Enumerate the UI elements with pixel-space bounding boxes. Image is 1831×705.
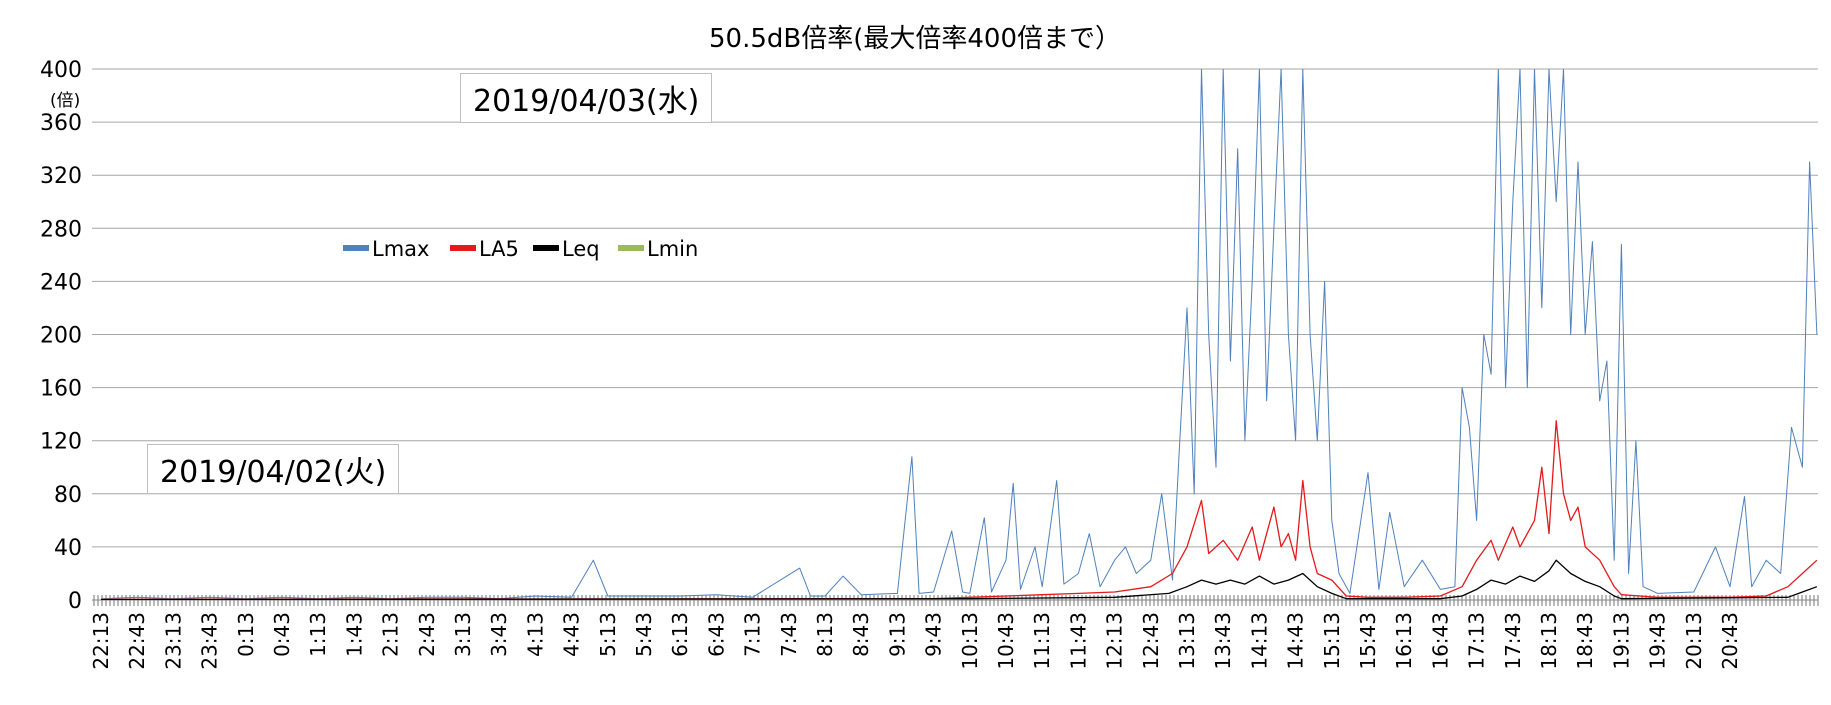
series-line-la5 xyxy=(100,420,1818,600)
y-tick-label: 120 xyxy=(40,430,82,455)
x-tick-label: 8:13 xyxy=(813,612,837,657)
x-tick-label: 18:13 xyxy=(1537,612,1561,670)
x-axis-ticks: 22:13 22:43 23:13 23:43 0:13 0:43 1:13 1:43 2:13… xyxy=(89,612,1742,670)
x-tick-label: 13:43 xyxy=(1211,612,1235,670)
y-tick-label: 320 xyxy=(40,164,82,189)
x-tick-label: 22:13 xyxy=(89,612,113,670)
x-tick-label: 15:43 xyxy=(1356,612,1380,670)
y-axis-unit-label: (倍) xyxy=(50,91,80,111)
x-tick-label: 7:13 xyxy=(741,612,765,657)
y-axis-ticks: 0 40 80 120 160 200 240 280 320 360 400 xyxy=(40,58,82,614)
x-tick-label: 20:13 xyxy=(1682,612,1706,670)
x-tick-label: 5:13 xyxy=(596,612,620,657)
x-tick-label: 4:43 xyxy=(560,612,584,657)
x-tick-label: 16:13 xyxy=(1392,612,1416,670)
x-tick-label: 1:13 xyxy=(306,612,330,657)
y-tick-label: 160 xyxy=(40,377,82,402)
x-tick-label: 9:13 xyxy=(885,612,909,657)
x-tick-label: 20:43 xyxy=(1718,612,1742,670)
x-tick-label: 11:43 xyxy=(1066,612,1090,670)
x-tick-label: 13:13 xyxy=(1175,612,1199,670)
legend-label-lmin: Lmin xyxy=(647,237,698,261)
x-tick-label: 6:13 xyxy=(668,612,692,657)
x-tick-label: 5:43 xyxy=(632,612,656,657)
x-tick-label: 23:43 xyxy=(198,612,222,670)
x-tick-label: 11:13 xyxy=(1030,612,1054,670)
x-tick-label: 1:43 xyxy=(342,612,366,657)
date-label-2019-04-02: 2019/04/02(火) xyxy=(147,444,400,494)
x-tick-label: 18:43 xyxy=(1573,612,1597,670)
x-tick-label: 2:43 xyxy=(415,612,439,657)
y-tick-label: 280 xyxy=(40,217,82,242)
chart-title: 50.5dB倍率(最大倍率400倍まで） xyxy=(709,24,1121,54)
x-tick-label: 3:13 xyxy=(451,612,475,657)
x-tick-label: 17:43 xyxy=(1501,612,1525,670)
x-tick-label: 9:43 xyxy=(922,612,946,657)
y-tick-label: 360 xyxy=(40,111,82,136)
x-tick-label: 14:13 xyxy=(1247,612,1271,670)
y-tick-label: 400 xyxy=(40,58,82,83)
x-tick-label: 0:43 xyxy=(270,612,294,657)
y-tick-label: 240 xyxy=(40,270,82,295)
x-tick-label: 22:43 xyxy=(125,612,149,670)
date-label-2019-04-03: 2019/04/03(水) xyxy=(460,73,713,123)
x-tick-label: 19:43 xyxy=(1646,612,1670,670)
x-tick-label: 10:13 xyxy=(958,612,982,670)
x-tick-label: 23:13 xyxy=(161,612,185,670)
x-tick-label: 17:13 xyxy=(1465,612,1489,670)
x-tick-label: 6:43 xyxy=(704,612,728,657)
x-tick-label: 2:13 xyxy=(379,612,403,657)
y-tick-label: 40 xyxy=(54,536,82,561)
x-tick-label: 8:43 xyxy=(849,612,873,657)
x-tick-label: 12:13 xyxy=(1103,612,1127,670)
series-line-leq xyxy=(100,559,1818,600)
x-tick-label: 19:13 xyxy=(1609,612,1633,670)
x-tick-label: 12:43 xyxy=(1139,612,1163,670)
x-tick-label: 4:13 xyxy=(523,612,547,657)
y-tick-label: 80 xyxy=(54,483,82,508)
x-tick-label: 7:43 xyxy=(777,612,801,657)
y-tick-label: 200 xyxy=(40,324,82,349)
data-series xyxy=(100,69,1818,600)
legend-label-la5: LA5 xyxy=(479,237,519,261)
x-tick-label: 15:13 xyxy=(1320,612,1344,670)
x-tick-label: 14:43 xyxy=(1284,612,1308,670)
legend: Lmax LA5 Leq Lmin xyxy=(343,237,698,261)
legend-label-lmax: Lmax xyxy=(372,237,429,261)
series-line-lmax xyxy=(100,69,1818,600)
gridlines xyxy=(92,68,1819,606)
x-tick-label: 10:43 xyxy=(994,612,1018,670)
y-tick-label: 0 xyxy=(68,589,82,614)
legend-label-leq: Leq xyxy=(562,237,600,261)
x-tick-label: 0:13 xyxy=(234,612,258,657)
x-tick-label: 3:43 xyxy=(487,612,511,657)
x-tick-label: 16:43 xyxy=(1428,612,1452,670)
